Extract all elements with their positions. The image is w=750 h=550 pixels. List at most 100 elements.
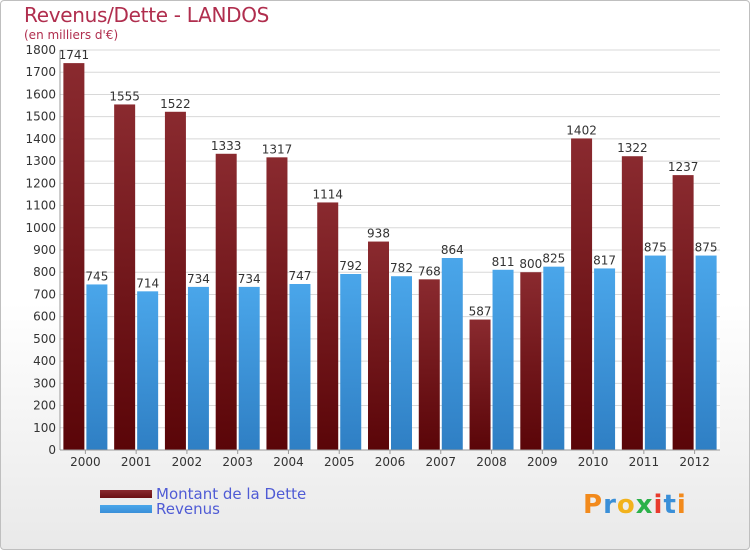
data-label-revenus-2009: 825 [542,252,565,266]
x-tick-label: 2012 [679,455,710,469]
y-tick-label: 400 [33,354,56,368]
data-label-revenus-2003: 734 [238,272,261,286]
x-tick-label: 2006 [375,455,406,469]
data-label-dette-2008: 587 [469,305,492,319]
bar-revenus-2007 [441,258,463,450]
bar-dette-2000 [63,63,85,450]
bar-dette-2008 [469,319,491,450]
y-tick-label: 100 [33,421,56,435]
data-label-dette-2001: 1555 [109,89,140,103]
bar-revenus-2012 [695,255,717,450]
logo-letter: i [676,490,687,520]
data-label-revenus-2007: 864 [441,243,464,257]
data-label-revenus-2006: 782 [390,261,413,275]
data-label-dette-2003: 1333 [211,139,242,153]
x-tick-label: 2010 [578,455,609,469]
bar-dette-2011 [621,156,643,450]
legend-item-dette: Montant de la Dette [100,485,307,503]
x-tick-label: 2007 [425,455,456,469]
bar-revenus-2003 [238,286,260,450]
logo-letter: P [583,490,604,520]
data-label-dette-2011: 1322 [617,141,648,155]
bar-revenus-2002 [187,286,209,450]
legend-swatch-revenus [100,505,152,513]
bar-revenus-2010 [594,268,616,450]
x-tick-label: 2001 [121,455,152,469]
logo-letter: r [603,490,617,520]
data-label-revenus-2010: 817 [593,253,616,267]
data-label-dette-2010: 1402 [566,123,597,137]
x-tick-label: 2004 [273,455,304,469]
legend-swatch-dette [100,490,152,498]
bar-revenus-2006 [391,276,412,450]
bar-dette-2006 [368,241,389,450]
y-tick-label: 1200 [25,176,56,190]
x-tick-label: 2005 [324,455,355,469]
logo-letter: i [653,490,664,520]
y-tick-label: 1000 [25,221,56,235]
bar-dette-2005 [317,202,339,450]
x-tick-label: 2011 [629,455,660,469]
bar-dette-2004 [266,157,288,451]
y-tick-label: 500 [33,332,56,346]
bar-dette-2010 [571,138,593,450]
bar-revenus-2004 [289,284,311,450]
bar-revenus-2000 [86,284,108,450]
data-label-revenus-2004: 747 [289,269,312,283]
y-tick-label: 1700 [25,65,56,79]
data-label-dette-2004: 1317 [262,142,293,156]
data-label-dette-2002: 1522 [160,97,191,111]
chart-title: Revenus/Dette - LANDOS [24,3,270,27]
proxiti-logo: Proxiti [583,490,687,520]
y-tick-label: 0 [48,443,56,457]
y-tick-label: 1100 [25,199,56,213]
bar-revenus-2005 [340,274,362,450]
y-tick-label: 200 [33,399,56,413]
x-tick-label: 2002 [172,455,203,469]
x-tick-label: 2000 [70,455,101,469]
logo-letter: o [616,490,636,520]
data-label-dette-2012: 1237 [668,160,699,174]
logo-letter: x [635,490,654,520]
legend-item-revenus: Revenus [100,500,220,518]
bar-dette-2007 [418,279,440,450]
bar-revenus-2008 [492,269,514,450]
chart-subtitle: (en milliers d'€) [24,28,119,42]
y-tick-label: 800 [33,265,56,279]
data-label-revenus-2001: 714 [136,276,159,290]
bar-dette-2002 [164,111,186,451]
data-label-dette-2005: 1114 [312,187,343,201]
bar-revenus-2011 [644,255,666,450]
x-tick-label: 2008 [476,455,507,469]
y-tick-label: 700 [33,287,56,301]
y-tick-label: 600 [33,310,56,324]
data-label-dette-2000: 1741 [59,48,90,62]
data-label-dette-2009: 800 [519,257,542,271]
data-label-revenus-2008: 811 [492,255,515,269]
y-tick-label: 1300 [25,154,56,168]
data-label-revenus-2002: 734 [187,272,210,286]
bar-dette-2003 [215,153,237,450]
bar-revenus-2001 [137,291,159,450]
bar-dette-2012 [672,175,694,450]
data-label-dette-2007: 768 [418,264,441,278]
bar-dette-2009 [520,272,542,450]
legend-label-dette: Montant de la Dette [156,485,307,503]
x-tick-label: 2003 [222,455,253,469]
data-label-revenus-2012: 875 [695,241,718,255]
y-tick-label: 300 [33,376,56,390]
y-tick-label: 900 [33,243,56,257]
y-tick-label: 1400 [25,132,56,146]
data-label-revenus-2011: 875 [644,241,667,255]
bar-revenus-2009 [543,266,565,450]
y-tick-label: 1800 [25,43,56,57]
x-tick-label: 2009 [527,455,558,469]
bar-dette-2001 [114,104,136,450]
y-tick-label: 1500 [25,110,56,124]
data-label-revenus-2000: 745 [85,269,108,283]
logo-letter: t [663,490,677,520]
legend-label-revenus: Revenus [156,500,220,518]
y-tick-label: 1600 [25,87,56,101]
data-label-dette-2006: 938 [367,227,390,241]
